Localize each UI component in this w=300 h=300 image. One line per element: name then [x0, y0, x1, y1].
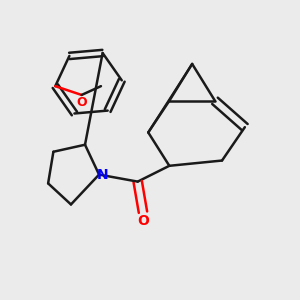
Text: O: O — [76, 96, 87, 109]
Text: N: N — [97, 168, 108, 182]
Text: O: O — [137, 214, 149, 228]
